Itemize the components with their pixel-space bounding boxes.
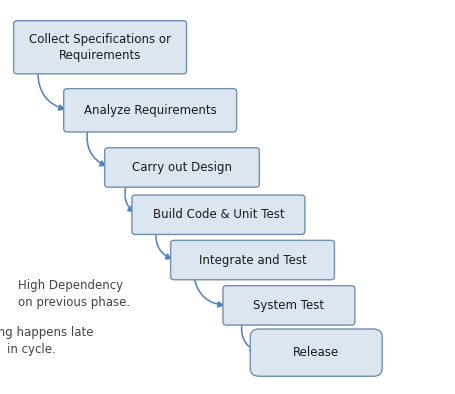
FancyBboxPatch shape <box>132 195 305 234</box>
Text: Testing happens late
in cycle.: Testing happens late in cycle. <box>0 326 93 356</box>
Text: Analyze Requirements: Analyze Requirements <box>84 104 217 117</box>
FancyBboxPatch shape <box>250 329 382 376</box>
FancyBboxPatch shape <box>223 286 355 325</box>
Text: Collect Specifications or
Requirements: Collect Specifications or Requirements <box>29 33 171 62</box>
FancyBboxPatch shape <box>171 240 334 280</box>
Text: Integrate and Test: Integrate and Test <box>199 254 306 266</box>
Text: Carry out Design: Carry out Design <box>132 161 232 174</box>
FancyBboxPatch shape <box>105 148 259 187</box>
FancyBboxPatch shape <box>64 89 237 132</box>
Text: System Test: System Test <box>253 299 324 312</box>
Text: High Dependency
on previous phase.: High Dependency on previous phase. <box>18 279 130 309</box>
FancyBboxPatch shape <box>14 21 187 74</box>
Text: Build Code & Unit Test: Build Code & Unit Test <box>152 208 284 221</box>
Text: Release: Release <box>293 346 339 359</box>
